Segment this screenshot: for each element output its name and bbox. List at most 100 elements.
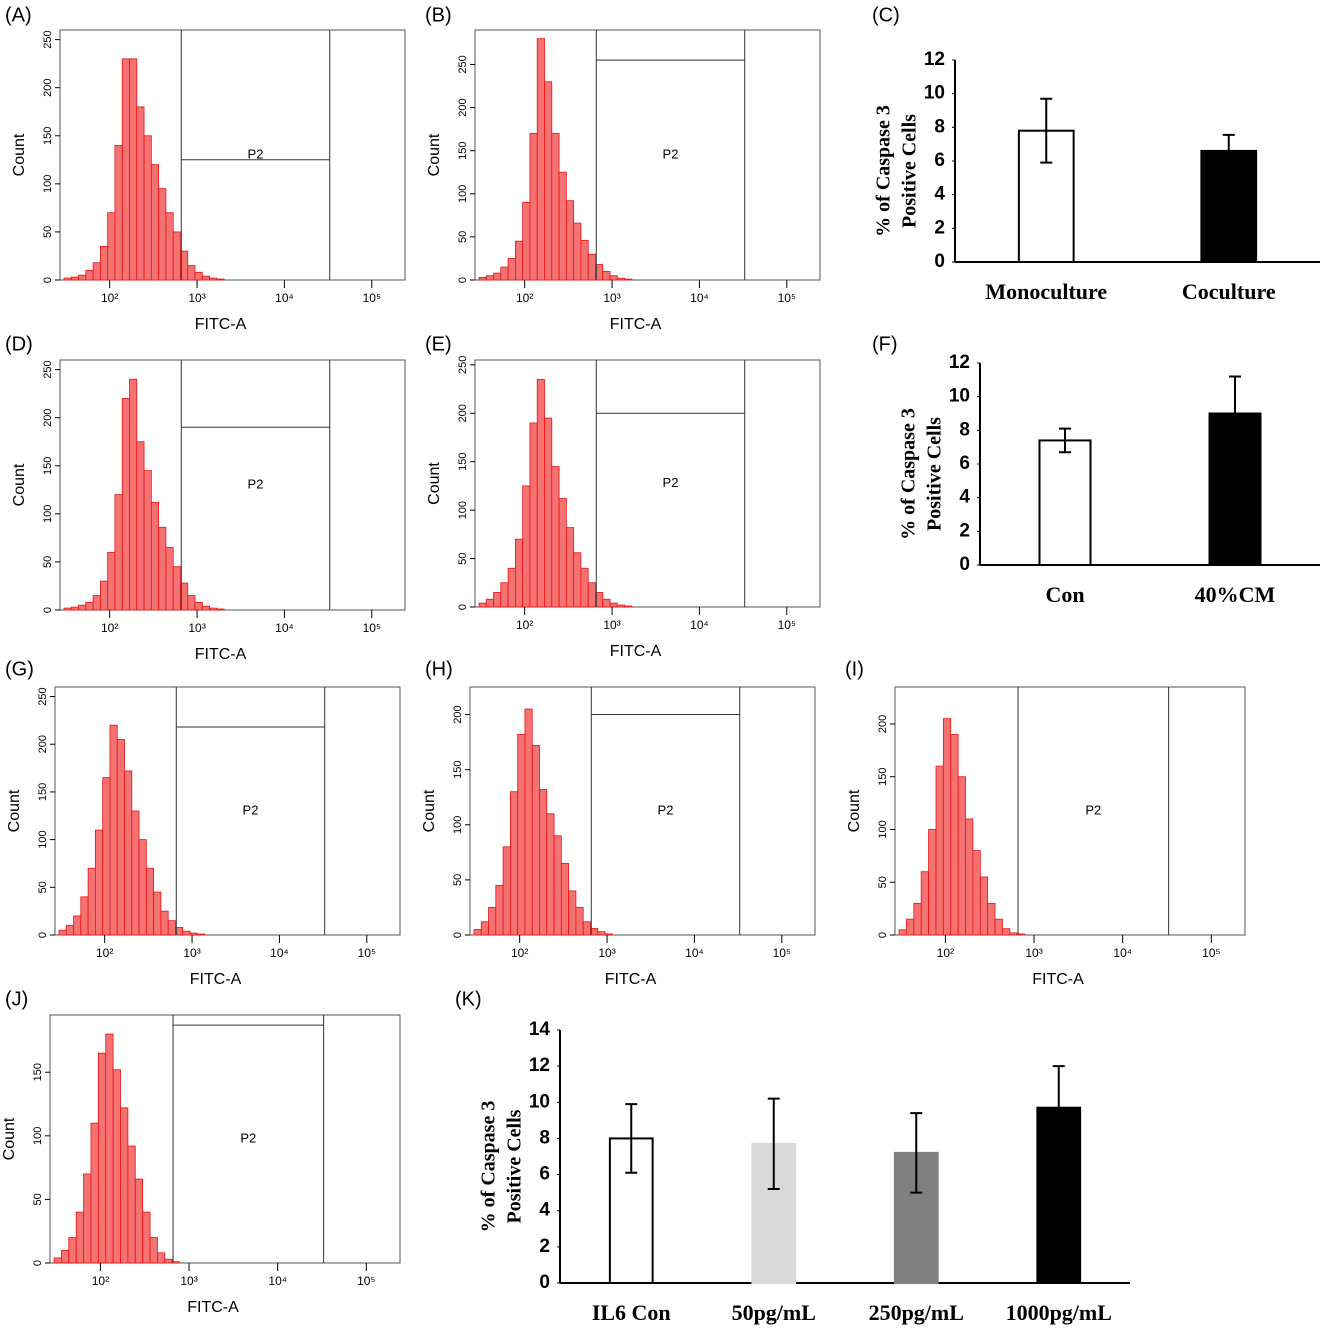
histogram-bar	[624, 605, 633, 608]
histogram-bar	[920, 871, 929, 936]
histogram-bar	[560, 862, 570, 936]
y-axis-label: % of Caspase 3	[478, 1101, 500, 1233]
histogram-bar	[493, 272, 502, 281]
histogram-bar	[165, 547, 174, 611]
histogram-bar	[129, 378, 138, 611]
y-tick-label: 0	[32, 1260, 44, 1266]
histogram-bar	[604, 933, 613, 936]
y-tick-label: 2	[934, 217, 945, 238]
y-tick-label: 0	[42, 277, 54, 283]
histogram-bar	[942, 718, 952, 936]
histogram-bar	[80, 896, 89, 936]
plot-frame	[49, 1014, 401, 1264]
histogram-bar	[553, 835, 562, 936]
y-tick-label: 100	[877, 820, 889, 838]
histogram-bar	[114, 144, 123, 281]
y-tick-label: 250	[457, 356, 469, 374]
histogram-bar	[898, 929, 907, 936]
histogram-bar	[972, 850, 981, 936]
histogram-bar	[85, 601, 94, 611]
y-tick-label: 250	[42, 360, 54, 378]
histogram-bar	[65, 925, 74, 936]
histogram-bar	[70, 276, 79, 281]
histogram-bar	[624, 278, 633, 281]
histogram-bar	[616, 277, 625, 281]
plot-frame	[54, 686, 401, 936]
x-axis-label: FITC-A	[610, 643, 662, 660]
y-tick-label: 12	[949, 352, 970, 373]
y-tick-label: 2	[539, 1236, 550, 1257]
y-tick-label: 14	[529, 1019, 551, 1040]
histogram-bar	[60, 1249, 70, 1264]
y-tick-label: 150	[457, 142, 469, 160]
histogram-bar	[517, 733, 526, 936]
y-tick-label: 200	[452, 705, 464, 723]
histogram-bar	[129, 58, 138, 281]
histogram-bar	[575, 907, 584, 936]
histogram-bar	[514, 240, 524, 281]
x-tick-label: 10⁴	[1113, 946, 1132, 960]
histogram-bar	[565, 527, 575, 608]
y-axis-label: Count	[421, 789, 438, 832]
x-tick-label: 10³	[183, 946, 200, 960]
panel-label: (F)	[872, 333, 898, 355]
histogram-bar	[172, 566, 181, 611]
histogram-bar	[597, 931, 606, 936]
histogram-bar	[536, 378, 545, 608]
x-tick-label: 10⁴	[270, 946, 289, 960]
gate-label: P2	[240, 1130, 256, 1145]
histogram-bar	[107, 212, 116, 281]
error-bar	[1059, 427, 1071, 454]
x-tick-label: 10²	[101, 621, 118, 635]
y-tick-label: 2	[959, 520, 970, 541]
histogram-bar	[987, 902, 996, 936]
histogram-bar	[134, 1178, 144, 1264]
histogram-bar	[1002, 928, 1011, 936]
histogram-bar	[187, 265, 196, 281]
x-tick-label: 10²	[516, 291, 533, 305]
histogram-bar	[558, 171, 567, 281]
histogram-bar	[478, 277, 487, 281]
histogram-bar	[507, 567, 516, 608]
histogram-bar	[500, 582, 509, 608]
x-tick-label: 10⁵	[358, 946, 376, 960]
y-tick-label: 100	[457, 501, 469, 519]
x-tick-label: 10²	[516, 618, 533, 632]
x-tick-label: 10⁵	[363, 291, 381, 305]
panel-label: (G)	[5, 658, 34, 680]
histogram-bar	[529, 133, 538, 281]
bar	[1038, 439, 1092, 566]
histogram-bar	[587, 253, 596, 281]
histogram-bar	[68, 1237, 77, 1264]
histogram-bar	[201, 605, 210, 611]
y-tick-label: 0	[539, 1272, 550, 1293]
panel-label: (A)	[5, 4, 32, 26]
panel-label: (E)	[425, 333, 452, 355]
y-tick-label: 150	[42, 457, 54, 475]
x-tick-label: 10⁴	[275, 291, 294, 305]
histogram-bar	[187, 595, 196, 611]
histogram-bar	[102, 777, 111, 936]
x-tick-label: Coculture	[1182, 279, 1276, 304]
y-tick-label: 100	[452, 816, 464, 834]
x-tick-label: 10⁵	[773, 946, 791, 960]
x-tick-label: 10⁵	[363, 621, 381, 635]
plot-frame	[894, 686, 1246, 936]
histogram-bar	[582, 921, 591, 936]
y-tick-label: 100	[42, 505, 54, 523]
x-tick-label: 10³	[188, 621, 205, 635]
histogram-bar	[127, 1145, 136, 1264]
histogram-bar	[201, 275, 210, 281]
error-bar	[1040, 97, 1053, 164]
y-tick-label: 250	[457, 55, 469, 73]
histogram-bar	[536, 38, 545, 281]
histogram-bar	[493, 592, 502, 608]
histogram-bar	[485, 275, 494, 281]
histogram-bar	[78, 604, 87, 611]
x-tick-label: 10³	[188, 291, 205, 305]
x-axis-label: FITC-A	[605, 971, 657, 988]
histogram-bar	[209, 607, 218, 611]
histogram-bar	[53, 1257, 62, 1264]
gate-label: P2	[248, 146, 264, 161]
